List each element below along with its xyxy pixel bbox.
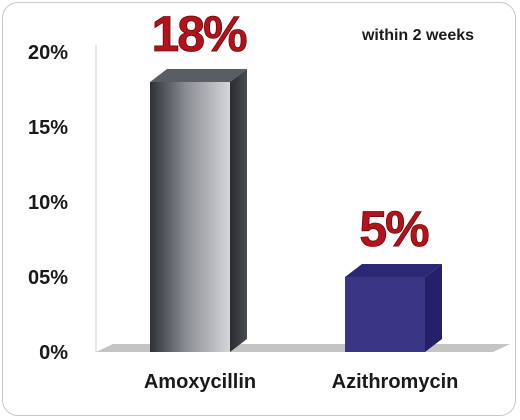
y-tick-label: 0% — [39, 342, 68, 364]
amoxycillin-bar — [150, 82, 230, 352]
y-tick-label: 20% — [28, 42, 68, 64]
amoxycillin-data-label: 18% — [151, 6, 247, 62]
azithromycin-data-label: 5% — [359, 201, 429, 257]
chart-annotation: within 2 weeks — [361, 27, 474, 44]
y-tick-label: 05% — [28, 267, 68, 289]
azithromycin-bar — [345, 277, 425, 352]
azithromycin-bar-top — [345, 264, 442, 277]
amoxycillin-bar-top — [150, 69, 247, 82]
category-label-azithromycin: Azithromycin — [332, 371, 459, 393]
amoxycillin-bar-side — [230, 69, 247, 352]
category-label-amoxycillin: Amoxycillin — [144, 371, 256, 393]
azithromycin-bar-side — [425, 264, 442, 352]
y-tick-label: 15% — [28, 117, 68, 139]
labels: 18% Amoxycillin 5% Azithromycin — [144, 6, 458, 393]
y-axis: 0% 05% 10% 15% 20% — [28, 42, 68, 364]
bars — [150, 69, 442, 352]
y-tick-label: 10% — [28, 192, 68, 214]
